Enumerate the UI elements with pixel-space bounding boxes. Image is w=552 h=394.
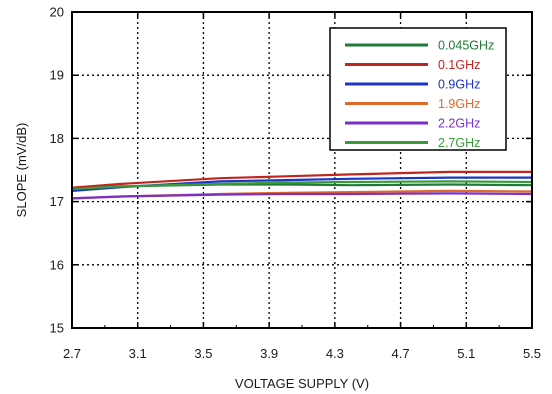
x-tick-label: 3.9	[260, 346, 278, 361]
legend-label: 1.9GHz	[438, 97, 480, 111]
x-tick-label: 3.1	[129, 346, 147, 361]
x-tick-label: 3.5	[194, 346, 212, 361]
legend: 0.045GHz 0.1GHz 0.9GHz 1.9GHz 2.2GHz 2.7GHz	[329, 27, 507, 151]
y-tick-label: 18	[50, 131, 64, 146]
y-tick-label: 15	[50, 321, 64, 336]
y-tick-label: 17	[50, 194, 64, 209]
series-layer	[71, 170, 533, 200]
x-tick-label: 2.7	[63, 346, 81, 361]
x-axis-title: VOLTAGE SUPPLY (V)	[235, 376, 369, 391]
tick-layer: 15 16 17 18 19 20 2.7 3.1 3.5 3.9 4.3 4.7 5.1 5.5	[50, 5, 542, 362]
legend-label: 2.2GHz	[438, 117, 480, 131]
grid-layer	[72, 12, 532, 328]
legend-label: 2.7GHz	[438, 136, 480, 150]
series-line-2.2GHz	[71, 192, 533, 200]
legend-box	[329, 27, 507, 151]
y-tick-label: 20	[50, 5, 64, 20]
legend-label: 0.9GHz	[438, 78, 480, 92]
y-axis-title: SLOPE (mV/dB)	[14, 123, 29, 218]
x-tick-label: 4.7	[392, 346, 410, 361]
x-tick-label: 5.1	[457, 346, 475, 361]
y-tick-label: 16	[50, 257, 64, 272]
series-line-0.1GHz	[71, 170, 532, 189]
x-tick-label: 4.3	[326, 346, 344, 361]
series-line-2.7GHz	[71, 180, 533, 191]
legend-label: 0.045GHz	[438, 39, 494, 53]
x-tick-label: 5.5	[523, 346, 541, 361]
legend-label: 0.1GHz	[438, 58, 480, 72]
y-tick-label: 19	[50, 68, 64, 83]
